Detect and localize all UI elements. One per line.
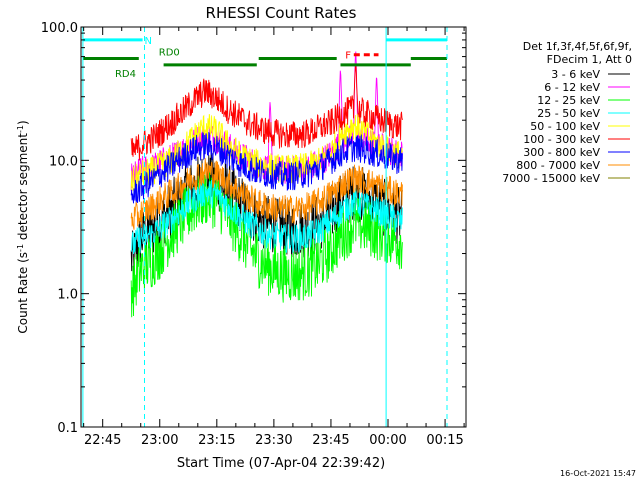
y-label-part-3: )	[16, 120, 30, 125]
y-tick-label-3: 10.0	[49, 154, 78, 169]
x-axis: 22:45 23:00 23:15 23:30 23:45 00:00 00:15	[83, 27, 465, 448]
y-label-part-2: detector segment	[16, 133, 30, 244]
y-tick-label-2: 1.0	[57, 288, 78, 303]
series-line-8	[130, 158, 403, 230]
legend-label-9: 7000 - 15000 keV	[502, 172, 600, 185]
state-label-f: F	[345, 51, 351, 62]
x-tick-label-2: 23:00	[141, 433, 178, 448]
y-label-exp-1: -1	[16, 244, 25, 252]
y-axis-label: Count Rate (s-1 detector segment-1)	[16, 120, 31, 333]
legend-label-7: 300 - 800 keV	[523, 146, 600, 159]
x-axis-label: Start Time (07-Apr-04 22:39:42)	[177, 456, 385, 471]
legend-label-3: 12 - 25 keV	[537, 94, 600, 107]
legend-label-1: 3 - 6 keV	[551, 68, 600, 81]
series-line-6	[130, 64, 403, 161]
legend-label-8: 800 - 7000 keV	[516, 159, 600, 172]
state-bars: N F RD0 RD4	[82, 36, 447, 80]
state-label-n: N	[145, 36, 152, 47]
x-tick-label-1: 22:45	[84, 433, 121, 448]
y-axis: 0.1 1.0 10.0 100.0	[41, 21, 466, 436]
legend-label-4: 25 - 50 keV	[537, 107, 600, 120]
series-line-7	[130, 131, 403, 205]
state-label-rd4: RD4	[115, 69, 136, 80]
chart-title: RHESSI Count Rates	[206, 4, 357, 22]
timestamp: 16-Oct-2021 15:47	[560, 469, 636, 478]
y-label-exp-2: -1	[16, 125, 25, 133]
legend-header-line-2: FDecim 1, Att 0	[547, 53, 632, 66]
plot-area	[130, 51, 403, 318]
x-tick-label-4: 23:30	[255, 433, 292, 448]
legend-label-2: 6 - 12 keV	[544, 81, 600, 94]
x-tick-label-3: 23:15	[198, 433, 235, 448]
legend-header-line-1: Det 1f,3f,4f,5f,6f,9f,	[523, 40, 632, 53]
state-label-rd0: RD0	[159, 48, 180, 59]
x-tick-label-7: 00:15	[426, 433, 463, 448]
x-tick-label-6: 00:00	[369, 433, 406, 448]
y-tick-label-1: 0.1	[57, 421, 78, 436]
x-tick-label-5: 23:45	[312, 433, 349, 448]
series-line-4	[131, 179, 403, 255]
time-markers	[82, 27, 448, 427]
legend: Det 1f,3f,4f,5f,6f,9f, FDecim 1, Att 0 3…	[502, 40, 632, 185]
y-label-part-1: Count Rate (s	[16, 252, 30, 334]
y-tick-label-4: 100.0	[41, 21, 78, 36]
legend-label-5: 50 - 100 keV	[530, 120, 600, 133]
legend-label-6: 100 - 300 keV	[523, 133, 600, 146]
